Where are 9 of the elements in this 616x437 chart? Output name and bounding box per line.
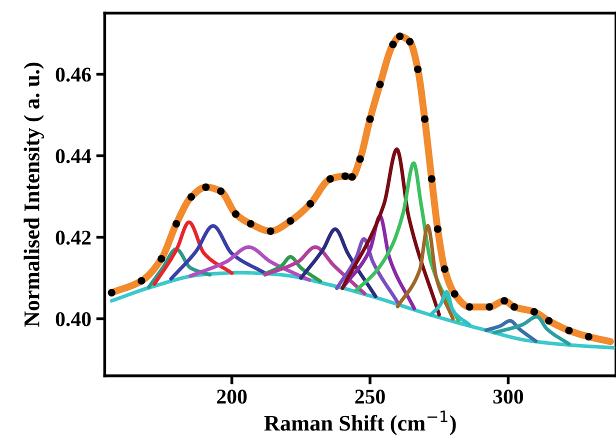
x-tick-label: 200 [217,390,247,404]
y-tick-label: 0.46 [56,68,91,82]
y-tick-label: 0.44 [56,149,92,164]
x-tick-label: 250 [355,390,385,404]
y-tick-label: 0.42 [56,230,91,245]
x-tick-label: 300 [493,390,524,404]
y-tick-label: 0.40 [56,312,91,326]
x-axis-title: Raman Shift (cm$^{−1}$) [264,410,456,436]
y-axis-title: Normalised Intensity ( a. u.) [24,62,44,327]
